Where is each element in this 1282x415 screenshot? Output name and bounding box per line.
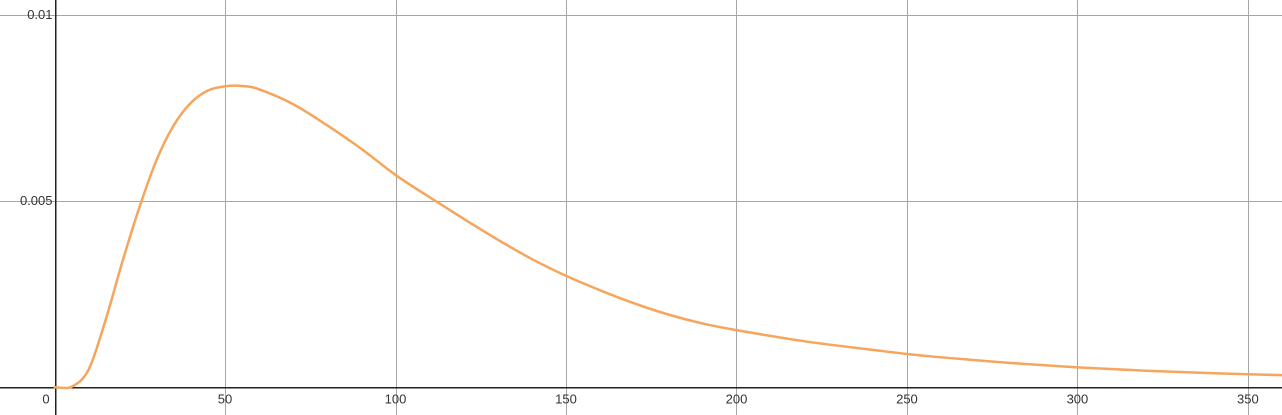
series-line-0 [53,84,1282,390]
tick-labels: 0 50 100 150 200 250 300 350 0.005 0.01 [20,7,1259,407]
x-tick-label: 0 [42,392,49,407]
x-tick-label: 150 [555,392,577,407]
x-tick-label: 50 [218,392,232,407]
x-tick-label: 250 [896,392,918,407]
x-tick-label: 350 [1237,392,1259,407]
y-tick-label: 0.01 [27,7,52,22]
x-tick-label: 300 [1067,392,1089,407]
series-layer [53,84,1282,390]
x-tick-label: 200 [726,392,748,407]
x-tick-label: 100 [385,392,407,407]
y-tick-label: 0.005 [20,193,53,208]
